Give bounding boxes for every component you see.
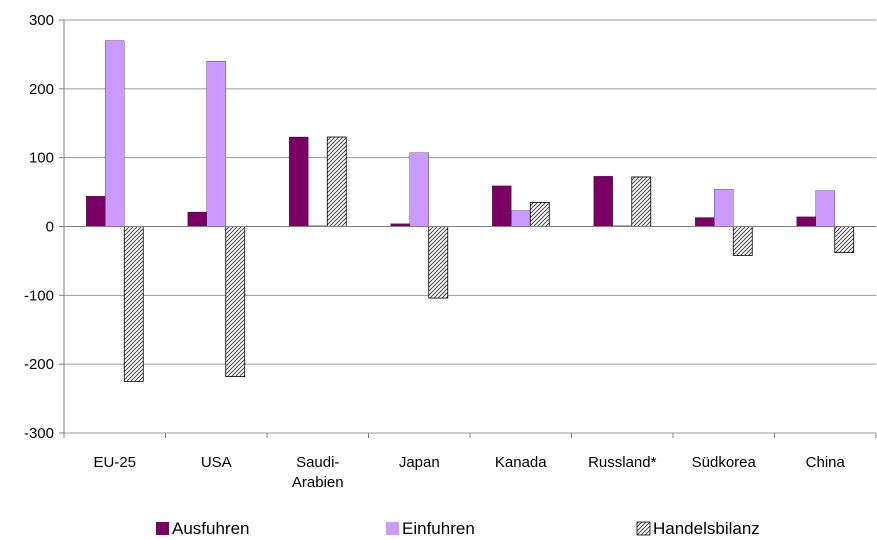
bar-handelsbilanz-7 [834,226,855,254]
bar-handelsbilanz-5 [631,176,652,227]
y-tick-label: 200 [29,81,54,98]
bar-handelsbilanz-6 [732,226,753,256]
y-tick-label: 0 [46,219,54,236]
bars [86,40,855,382]
y-tick-label: 300 [29,12,54,29]
y-tick-label: -200 [24,356,54,373]
x-category-label: Japan [399,454,440,471]
bar-ausfuhren-5 [593,176,613,227]
bar-handelsbilanz-4 [529,202,550,227]
axes [59,19,877,438]
bar-einfuhren-6 [714,189,734,227]
bar-handelsbilanz-1 [225,226,246,377]
bar-handelsbilanz-3 [428,226,449,299]
x-category-label: Arabien [292,474,344,491]
legend-label-handelsbilanz: Handelsbilanz [653,519,760,538]
legend: Ausfuhren Einfuhren Handelsbilanz [156,519,760,538]
y-tick-label: 100 [29,150,54,167]
bar-ausfuhren-6 [695,217,715,227]
x-category-label: Südkorea [692,454,757,471]
x-category-labels: EU-25 USA Saudi- Arabien Japan Kanada Russland… [93,454,845,491]
bar-handelsbilanz-2 [326,136,347,227]
legend-swatch-handelsbilanz [636,521,651,536]
bar-einfuhren-1 [206,61,226,227]
x-category-label: Kanada [495,454,547,471]
bar-einfuhren-4 [511,210,531,227]
x-category-label: Russland* [588,454,657,471]
x-category-label: EU-25 [93,454,136,471]
y-tick-label: -300 [24,425,54,442]
legend-swatch-einfuhren [386,522,399,535]
y-tick-labels: 300 200 100 0 -100 -200 -300 [24,12,54,442]
x-category-label: Saudi- [296,454,339,471]
bar-ausfuhren-7 [796,216,816,227]
bar-einfuhren-3 [409,152,429,227]
y-tick-label: -100 [24,287,54,304]
bar-einfuhren-7 [815,190,835,227]
bar-handelsbilanz-0 [123,226,144,382]
legend-label-einfuhren: Einfuhren [402,519,475,538]
bar-ausfuhren-2 [289,136,309,227]
legend-label-ausfuhren: Ausfuhren [172,519,250,538]
bar-ausfuhren-4 [492,185,512,227]
bar-einfuhren-0 [105,40,125,227]
bar-ausfuhren-0 [86,196,106,227]
bar-ausfuhren-1 [187,211,207,227]
x-category-label: China [806,454,846,471]
x-category-label: USA [201,454,232,471]
legend-swatch-ausfuhren [156,522,169,535]
